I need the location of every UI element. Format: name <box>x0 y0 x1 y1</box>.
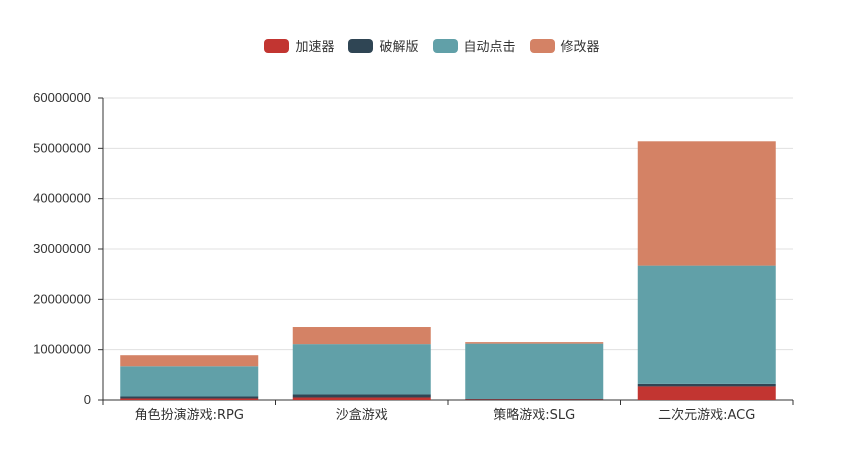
bar-segment <box>465 343 604 399</box>
y-tick-label: 0 <box>84 392 91 407</box>
bar-segment <box>292 397 431 400</box>
bar-segment <box>120 398 259 400</box>
legend-label: 修改器 <box>560 40 600 55</box>
bar-segment <box>465 398 604 400</box>
x-tick-label: 二次元游戏:ACG <box>658 407 755 423</box>
x-tick-label: 沙盒游戏 <box>336 407 388 423</box>
legend-swatch <box>264 38 290 53</box>
y-tick-label: 50000000 <box>33 140 91 155</box>
legend-item[interactable]: 修改器 <box>529 36 600 55</box>
bar-segment <box>120 366 259 397</box>
bar-segment <box>292 344 431 395</box>
x-tick-label: 策略游戏:SLG <box>493 407 575 423</box>
bar-segment <box>637 386 776 400</box>
bar-segment <box>637 141 776 266</box>
legend-item[interactable]: 自动点击 <box>432 36 516 55</box>
bar-segment <box>637 383 776 387</box>
x-tick-label: 角色扮演游戏:RPG <box>135 407 244 423</box>
legend-swatch <box>348 38 374 53</box>
bar-segment <box>465 342 604 344</box>
legend-swatch <box>529 38 555 53</box>
legend-swatch <box>432 38 458 53</box>
legend-label: 加速器 <box>295 40 335 55</box>
legend-item[interactable]: 破解版 <box>348 36 419 55</box>
chart-legend: 加速器 破解版 自动点击 修改器 <box>0 36 864 55</box>
legend-item[interactable]: 加速器 <box>264 36 334 55</box>
bar-segment <box>120 355 259 367</box>
bar-segment <box>292 394 431 398</box>
bar-segment <box>120 396 259 399</box>
legend-label: 自动点击 <box>463 40 516 55</box>
y-tick-label: 20000000 <box>33 291 91 306</box>
bar-segment <box>637 265 776 384</box>
bar-segment <box>465 399 604 400</box>
y-tick-label: 10000000 <box>33 342 91 357</box>
y-tick-label: 60000000 <box>33 90 91 105</box>
y-tick-label: 30000000 <box>33 241 91 256</box>
legend-label: 破解版 <box>379 40 419 55</box>
y-tick-label: 40000000 <box>33 191 91 206</box>
bar-segment <box>292 327 431 345</box>
